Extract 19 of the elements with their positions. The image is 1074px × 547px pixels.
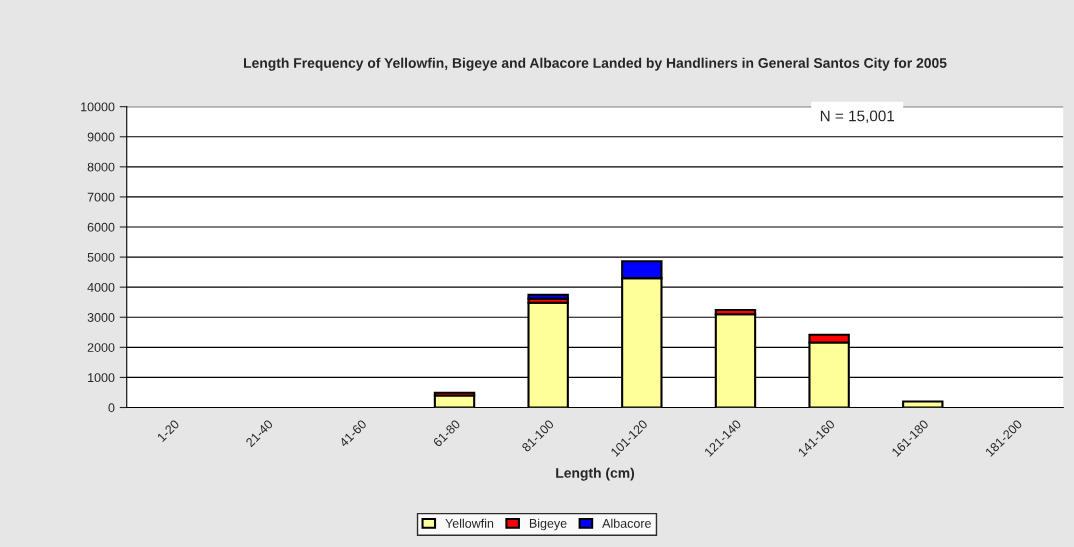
- bar: [902, 400, 944, 408]
- bar: [527, 293, 569, 300]
- legend-label: Yellowfin: [445, 518, 494, 528]
- annotation: N = 15,001: [820, 110, 895, 124]
- y-tick-label: 0: [108, 403, 115, 413]
- legend-label: Bigeye: [529, 518, 567, 531]
- y-tick-label: 7000: [87, 192, 115, 202]
- y-tick-label: 6000: [87, 222, 115, 232]
- y-tick-label: 5000: [87, 252, 115, 262]
- y-tick-label: 3000: [87, 313, 115, 322]
- y-tick-label: 9000: [87, 132, 115, 142]
- chart-title: Length Frequency of Yellowfin, Bigeye and Albacore Landed by Handliners in General Santos City for 2005: [244, 57, 947, 71]
- y-tick-label: 10000: [81, 102, 115, 112]
- legend-label: Albacore: [602, 518, 651, 528]
- y-tick-label: 1000: [88, 373, 115, 383]
- y-tick-label: 4000: [87, 282, 115, 292]
- y-tick-label: 2000: [87, 343, 115, 352]
- y-tick-label: 8000: [87, 162, 115, 172]
- x-axis-title: Length (cm): [556, 467, 635, 481]
